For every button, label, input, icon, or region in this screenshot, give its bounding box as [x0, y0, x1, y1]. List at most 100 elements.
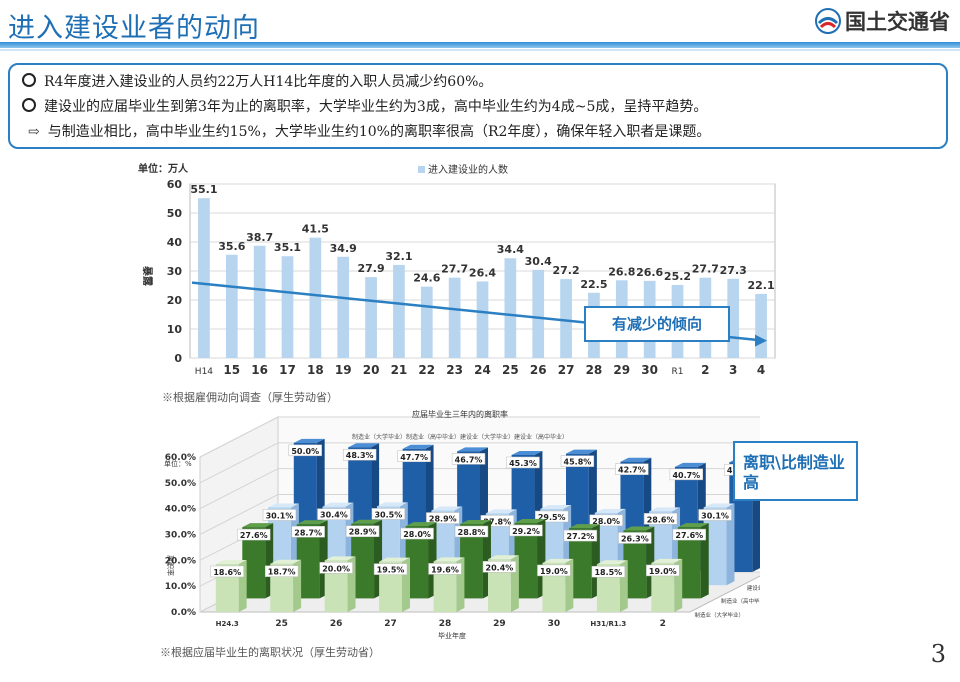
bar-25 — [504, 258, 517, 358]
y-tick-label: 60 — [167, 178, 183, 191]
turnover-rate-3d-chart: 0.0% 10.0% 20.0% 30.0% 40.0% 50.0% 60.0% 应届毕业生三… — [164, 409, 760, 640]
legend-swatch — [418, 166, 425, 173]
data-label: 46.7% — [455, 455, 483, 464]
bar-side — [700, 523, 709, 599]
x-tick-label: R1 — [672, 367, 684, 377]
bar-top — [651, 558, 683, 563]
bar-24 — [476, 281, 489, 358]
x-tick-label: 26 — [330, 619, 343, 629]
data-label: 28.0% — [403, 530, 431, 539]
x-tick-label: H31/R1.3 — [590, 620, 626, 628]
data-label-box — [210, 565, 244, 578]
y-tick-label: 40.0% — [165, 505, 196, 515]
data-label: 18.6% — [213, 568, 241, 577]
bar-top — [270, 559, 302, 564]
x-tick-label: 18 — [307, 363, 324, 377]
bar-22 — [420, 286, 433, 358]
x-tick-label: H24.3 — [216, 620, 239, 628]
data-label: 50.0% — [291, 447, 319, 456]
data-label-box — [426, 512, 460, 524]
data-label: 45.3% — [509, 459, 537, 468]
bar-top — [460, 520, 491, 524]
data-label-box — [454, 525, 489, 538]
chart1-source-note: ※根据雇佣动向调查（厚生劳动省） — [162, 391, 338, 404]
y-tick-label: 30 — [167, 265, 183, 278]
data-label-box — [397, 450, 431, 463]
bar-18 — [309, 237, 322, 358]
data-label-box — [264, 565, 299, 577]
y-tick-label: 20.0% — [165, 556, 196, 566]
data-label-box — [428, 563, 462, 575]
data-label-box — [535, 510, 569, 523]
bar-top — [268, 503, 299, 508]
data-label: 28.0% — [592, 517, 620, 526]
data-label: 19.5% — [377, 566, 405, 575]
x-tick-label: 17 — [279, 363, 296, 377]
bar-top — [703, 503, 735, 508]
bar-制造业（高中毕业）-27 — [405, 526, 429, 599]
data-label-box — [589, 514, 623, 527]
summary-line-2: 建设业的应届毕业生到第3年为止的离职率，大学毕业生约为3成，高中毕业生约为4成~… — [22, 96, 707, 116]
data-label: 25.2 — [664, 270, 691, 283]
data-label: 40.7% — [672, 471, 700, 480]
x-tick-label: 20 — [363, 363, 380, 377]
bar-3 — [727, 278, 740, 358]
y-tick-label: 10 — [167, 323, 183, 336]
y-axis-label: 离职率 — [166, 555, 175, 576]
bar-top — [348, 443, 380, 448]
data-label-box — [317, 508, 351, 520]
data-label: 42.7% — [618, 466, 646, 475]
circle-bullet-icon — [22, 98, 36, 112]
logo-text: 国土交通省 — [845, 10, 950, 34]
data-label: 26.6 — [636, 266, 663, 279]
bar-top — [511, 450, 543, 455]
mlit-emblem-icon — [815, 8, 841, 34]
bar-top — [677, 523, 709, 528]
bar-top — [540, 504, 572, 509]
gridline — [199, 494, 279, 535]
bar-top — [488, 555, 519, 560]
x-tick-label: 27 — [384, 619, 397, 629]
data-label-box — [563, 529, 598, 542]
data-label-box — [237, 528, 271, 541]
x-tick-label: 30 — [641, 363, 658, 377]
page-title: 进入建设业者的动向 — [8, 13, 260, 44]
data-label: 47.7% — [400, 453, 428, 462]
bar-制造业（高中毕业）-2 — [677, 527, 701, 599]
x-tick-label: 24 — [474, 363, 491, 377]
data-label-box — [646, 564, 680, 577]
data-label: 30.4 — [525, 255, 552, 268]
decrease-trend-callout: 有减少的倾向 — [584, 306, 730, 342]
x-tick-label: 29 — [613, 363, 630, 377]
bar-17 — [281, 256, 294, 358]
data-label: 41.5 — [302, 223, 329, 236]
x-tick-label: 3 — [729, 363, 737, 377]
data-label: 34.9 — [330, 242, 357, 255]
data-label: 28.9% — [429, 515, 457, 524]
x-tick-label: 2 — [701, 363, 709, 377]
bar-top — [242, 523, 274, 528]
data-label-box — [672, 528, 706, 541]
gridline — [199, 416, 279, 458]
bar-制造业（高中毕业）-26 — [351, 523, 375, 599]
data-label-box — [262, 509, 297, 521]
trend-arrowhead — [755, 334, 767, 347]
data-label: 29.2% — [512, 527, 540, 536]
data-label: 38.7 — [246, 231, 273, 244]
data-label-box — [643, 513, 678, 525]
data-label: 26.3% — [621, 534, 649, 543]
data-label-box — [698, 509, 732, 521]
x-tick-label: 22 — [418, 363, 435, 377]
data-label: 20.4% — [486, 563, 514, 572]
bar-16 — [253, 245, 266, 358]
bar-H14 — [198, 198, 210, 358]
bar-top — [351, 519, 383, 524]
data-label: 26.8 — [608, 265, 635, 278]
bar-27 — [560, 279, 572, 358]
data-label: 27.9 — [358, 262, 385, 275]
data-label: 45.8% — [564, 458, 592, 467]
bar-top — [324, 556, 356, 561]
data-label-box — [618, 532, 652, 544]
data-label: 27.6% — [240, 531, 268, 540]
bar-top — [402, 444, 434, 449]
